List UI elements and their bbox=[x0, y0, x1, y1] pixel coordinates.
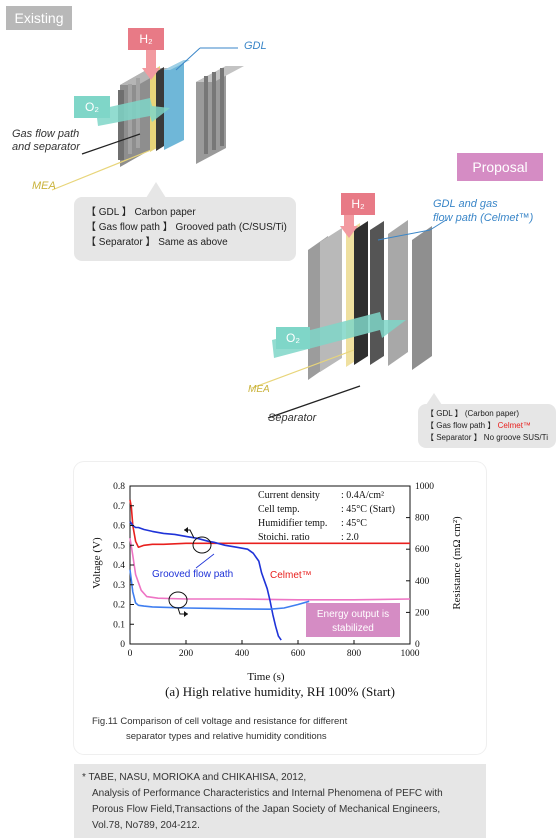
existing-gdl-label: GDL bbox=[244, 40, 267, 52]
proposal-separator-label: Separator bbox=[268, 412, 317, 424]
x-tick-label: 0 bbox=[128, 649, 133, 659]
y-right-axis-title: Resistance (mΩ cm²) bbox=[451, 516, 463, 610]
proposal-spec-flow-prefix: 【 Gas flow path 】 bbox=[426, 421, 496, 430]
voltage-resistance-chart: 0 200 400 600 800 100000.10.20.30.40.50.60.70… bbox=[91, 482, 463, 742]
x-tick-label: 600 bbox=[291, 649, 306, 659]
chart-title: (a) High relative humidity, RH 100% (Sta… bbox=[165, 684, 395, 699]
proposal-spec-separator: 【 Separator 】 No groove SUS/Ti bbox=[426, 433, 548, 442]
existing-callout-pointer bbox=[146, 182, 166, 198]
y-left-tick-label: 0.7 bbox=[113, 502, 125, 512]
proposal-right-separator bbox=[388, 220, 432, 370]
y-right-tick-label: 200 bbox=[415, 608, 430, 618]
existing-h2-arrow bbox=[142, 50, 160, 80]
reference-line4: Vol.78, No789, 204-212. bbox=[92, 820, 200, 831]
celmet-annotation: Celmet™ bbox=[270, 570, 312, 581]
proposal-mea-label: MEA bbox=[248, 384, 270, 395]
reference-line3: Porous Flow Field,Transactions of the Ja… bbox=[92, 804, 441, 815]
condition-cell-temp-key: Cell temp. bbox=[258, 504, 300, 515]
resistance-marker-circle bbox=[168, 591, 188, 609]
proposal-specs-box: 【 GDL 】 (Carbon paper) 【 Gas flow path 】… bbox=[418, 404, 556, 448]
y-right-tick-label: 600 bbox=[415, 545, 430, 555]
existing-h2-label: H₂ bbox=[128, 28, 164, 50]
existing-flow-label-line2: and separator bbox=[12, 141, 80, 153]
x-tick-label: 800 bbox=[347, 649, 362, 659]
y-left-tick-label: 0.1 bbox=[113, 620, 125, 630]
x-tick-label: 200 bbox=[179, 649, 194, 659]
existing-right-separator bbox=[196, 66, 244, 164]
condition-current-density-value: : 0.4A/cm² bbox=[341, 490, 384, 501]
condition-current-density-key: Current density bbox=[258, 490, 320, 501]
existing-specs-box: 【 GDL 】 Carbon paper 【 Gas flow path 】 G… bbox=[74, 197, 296, 261]
condition-cell-temp-value: : 45°C (Start) bbox=[341, 504, 395, 515]
figure-caption-line1: Fig.11 Comparison of cell voltage and re… bbox=[92, 716, 348, 727]
y-left-tick-label: 0.2 bbox=[113, 601, 125, 611]
proposal-h2-arrow bbox=[340, 208, 358, 238]
energy-output-line2: stabilized bbox=[332, 623, 374, 634]
proposal-gdl-label-line2: flow path (Celmet™) bbox=[433, 212, 534, 224]
voltage-marker-circle bbox=[192, 536, 212, 554]
y-right-tick-label: 800 bbox=[415, 514, 430, 524]
proposal-spec-flow-value: Celmet™ bbox=[497, 421, 531, 430]
existing-o2-label: O₂ bbox=[74, 96, 110, 118]
x-axis-title: Time (s) bbox=[247, 671, 285, 683]
series-line-grooved-flow-path bbox=[129, 521, 282, 641]
proposal-h2-label: H₂ bbox=[341, 193, 375, 215]
energy-output-box bbox=[306, 603, 400, 637]
y-right-tick-label: 0 bbox=[415, 640, 420, 650]
y-left-tick-label: 0.6 bbox=[113, 522, 125, 532]
energy-output-line1: Energy output is bbox=[317, 609, 389, 620]
y-right-tick-label: 1000 bbox=[415, 482, 434, 492]
figure-caption-line2: separator types and relative humidity co… bbox=[126, 731, 327, 742]
proposal-o2-label: O₂ bbox=[276, 327, 310, 349]
y-left-tick-label: 0.4 bbox=[113, 561, 125, 571]
condition-stoichi-value: : 2.0 bbox=[341, 532, 359, 543]
proposal-celmet-layer bbox=[370, 221, 384, 365]
existing-gdl-layer bbox=[164, 60, 184, 150]
proposal-tag: Proposal bbox=[457, 153, 543, 181]
proposal-cell-illustration bbox=[251, 208, 447, 419]
existing-spec-gdl: 【 GDL 】 Carbon paper bbox=[86, 207, 196, 218]
reference-line1: * TABE, NASU, MORIOKA and CHIKAHISA, 201… bbox=[82, 772, 307, 783]
y-right-tick-label: 400 bbox=[415, 577, 430, 587]
y-left-tick-label: 0.3 bbox=[113, 581, 125, 591]
y-left-axis-title: Voltage (V) bbox=[91, 537, 103, 589]
x-tick-label: 400 bbox=[235, 649, 250, 659]
existing-cell-illustration bbox=[51, 47, 244, 191]
y-left-tick-label: 0 bbox=[120, 640, 125, 650]
existing-spec-flow: 【 Gas flow path 】 Grooved path (C/SUS/Ti… bbox=[86, 222, 287, 233]
existing-flow-label: Gas flow path and separator bbox=[12, 128, 80, 154]
series-line-celmet-resistance bbox=[129, 537, 411, 601]
existing-tag: Existing bbox=[6, 6, 72, 30]
condition-humidifier-key: Humidifier temp. bbox=[258, 518, 327, 529]
y-left-tick-label: 0.8 bbox=[113, 482, 125, 492]
y-left-tick-label: 0.5 bbox=[113, 541, 125, 551]
reference-box: * TABE, NASU, MORIOKA and CHIKAHISA, 201… bbox=[74, 764, 486, 838]
proposal-callout-pointer bbox=[426, 393, 442, 405]
grooved-annotation: Grooved flow path bbox=[152, 569, 233, 580]
existing-o2-arrow bbox=[96, 98, 170, 126]
proposal-spec-flow: 【 Gas flow path 】 Celmet™ bbox=[426, 420, 556, 432]
existing-mea-label: MEA bbox=[32, 180, 56, 192]
existing-spec-separator: 【 Separator 】 Same as above bbox=[86, 237, 228, 248]
x-tick-label: 1000 bbox=[401, 649, 420, 659]
proposal-gdl-label-line1: GDL and gas bbox=[433, 198, 498, 210]
condition-stoichi-key: Stoichi. ratio bbox=[258, 532, 310, 543]
existing-flow-label-line1: Gas flow path bbox=[12, 128, 80, 140]
proposal-gdl-label: GDL and gas flow path (Celmet™) bbox=[433, 197, 533, 225]
condition-humidifier-value: : 45°C bbox=[341, 518, 367, 529]
reference-line2: Analysis of Performance Characteristics … bbox=[92, 788, 443, 799]
proposal-left-separator bbox=[308, 228, 342, 380]
proposal-spec-gdl: 【 GDL 】 (Carbon paper) bbox=[426, 409, 520, 418]
